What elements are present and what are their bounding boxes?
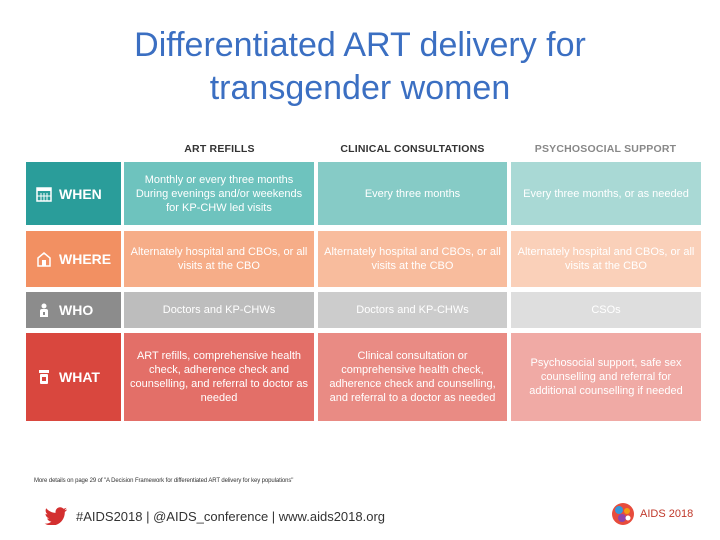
aids2018-logo-icon [610,501,636,527]
footnote: More details on page 29 of "A Decision F… [34,478,294,484]
row-label-where: WHERE [59,251,112,267]
footer: #AIDS2018 | @AIDS_conference | www.aids2… [44,505,385,527]
title-line-1: Differentiated ART delivery for [134,26,586,64]
pill-bottle-icon [36,369,52,385]
row-header-where: WHERE [26,231,121,287]
column-header-art-refills: ART REFILLS [184,143,255,155]
row-header-who: WHO [26,292,121,328]
row-label-who: WHO [59,302,94,318]
footer-hashtag-text: #AIDS2018 | @AIDS_conference | www.aids2… [76,508,386,524]
cell-text: Doctors and KP-CHWs [162,304,276,316]
cell-where-clinical: Alternately hospital and CBOs, or all vi… [318,231,507,287]
column-header-clinical-consultations: CLINICAL CONSULTATIONS [340,143,485,155]
cell-text: Doctors and KP-CHWs [356,304,469,316]
cell-text: CSOs [591,304,621,316]
calendar-icon [36,186,52,202]
cell-text: Psychosocial support, safe sex counselli… [529,357,683,397]
building-icon [36,251,52,267]
title-line-2: transgender women [209,69,511,107]
logo-text: AIDS 2018 [640,508,694,520]
cell-where-psychosocial: Alternately hospital and CBOs, or all vi… [511,231,701,287]
cell-what-clinical: Clinical consultation or comprehensive h… [318,333,507,421]
cell-text: Every three months, or as needed [523,187,689,200]
cell-what-psychosocial: Psychosocial support, safe sex counselli… [511,333,701,421]
cell-when-psychosocial: Every three months, or as needed [511,162,701,225]
row-label-what: WHAT [59,369,100,385]
person-icon [36,302,52,318]
cell-what-art-refills: ART refills, comprehensive health check,… [124,333,314,421]
cell-text: During evenings and/or weekends for KP-C… [135,187,303,214]
cell-when-clinical: Every three months [318,162,507,225]
cell-who-art-refills: Doctors and KP-CHWs [124,292,314,328]
row-header-what: WHAT [26,333,121,421]
cell-text: Alternately hospital and CBOs, or all vi… [130,246,308,272]
cell-text: Clinical consultation or comprehensive h… [329,350,496,404]
twitter-bird-icon [44,507,68,526]
cell-who-psychosocial: CSOs [511,292,701,328]
column-header-psychosocial-support: PSYCHOSOCIAL SUPPORT [534,143,677,155]
cell-text: ART refills, comprehensive health check,… [130,350,308,404]
row-header-when: WHEN [26,162,121,225]
cell-text: Monthly or every three months [144,173,294,186]
cell-text: Every three months [364,187,461,200]
slide-title: Differentiated ART delivery for transgen… [0,24,720,110]
cell-where-art-refills: Alternately hospital and CBOs, or all vi… [124,231,314,287]
cell-when-art-refills: Monthly or every three months During eve… [124,162,314,225]
cell-who-clinical: Doctors and KP-CHWs [318,292,507,328]
cell-text: Alternately hospital and CBOs, or all vi… [324,246,501,272]
cell-text: Alternately hospital and CBOs, or all vi… [517,246,695,272]
conference-logo: AIDS 2018 [610,501,693,527]
row-label-when: WHEN [59,185,102,202]
